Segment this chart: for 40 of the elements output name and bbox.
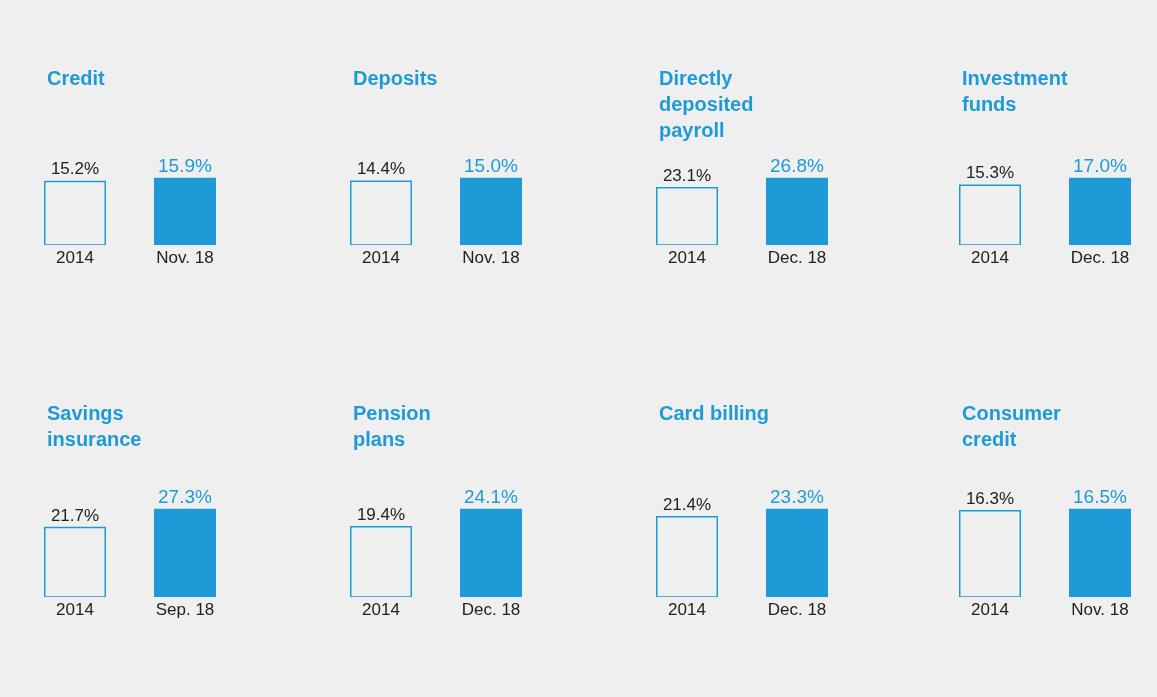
data-label: 19.4% [356, 504, 406, 524]
x-tick-label: 2014 [971, 600, 1009, 619]
x-tick-label: 2014 [668, 248, 706, 267]
data-label: 23.3% [770, 485, 824, 507]
data-label: 15.3% [965, 163, 1015, 183]
chart-title: Directly deposited payroll [659, 67, 754, 141]
x-tick-label: Dec. 18 [461, 600, 521, 619]
x-tick-label: Nov. 18 [462, 248, 520, 267]
x-tick-label: 2014 [668, 600, 706, 619]
data-label: 21.4% [662, 494, 712, 514]
chart-title: Card billing [659, 402, 769, 424]
chart-title: Pension plans [353, 402, 431, 450]
x-tick-label: Nov. 18 [1071, 600, 1129, 619]
x-tick-label: 2014 [971, 248, 1009, 267]
chart-title: Deposits [353, 67, 438, 89]
chart-title: Savings insurance [47, 402, 142, 450]
x-tick-label: 2014 [56, 248, 94, 267]
chart-title: Investment funds [962, 67, 1068, 115]
data-label: 23.1% [662, 165, 712, 185]
x-tick-label: Sep. 18 [155, 600, 215, 619]
data-label: 15.9% [158, 154, 212, 176]
data-label: 21.7% [50, 505, 100, 525]
data-label: 27.3% [158, 485, 212, 507]
data-label: 17.0% [1073, 154, 1127, 176]
x-tick-label: Nov. 18 [156, 248, 214, 267]
x-tick-label: 2014 [56, 600, 94, 619]
data-label: 24.1% [464, 485, 518, 507]
data-label: 16.3% [965, 488, 1015, 508]
data-label: 16.5% [1073, 485, 1127, 507]
data-label: 14.4% [356, 159, 406, 179]
x-tick-label: 2014 [362, 248, 400, 267]
chart-title: Credit [47, 67, 106, 89]
data-label: 15.0% [464, 154, 518, 176]
data-label: 26.8% [770, 154, 824, 176]
x-tick-label: Dec. 18 [767, 248, 827, 267]
x-tick-label: Dec. 18 [767, 600, 827, 619]
chart-title: Consumer credit [962, 402, 1062, 450]
x-tick-label: Dec. 18 [1070, 248, 1130, 267]
x-tick-label: 2014 [362, 600, 400, 619]
data-label: 15.2% [50, 159, 100, 179]
